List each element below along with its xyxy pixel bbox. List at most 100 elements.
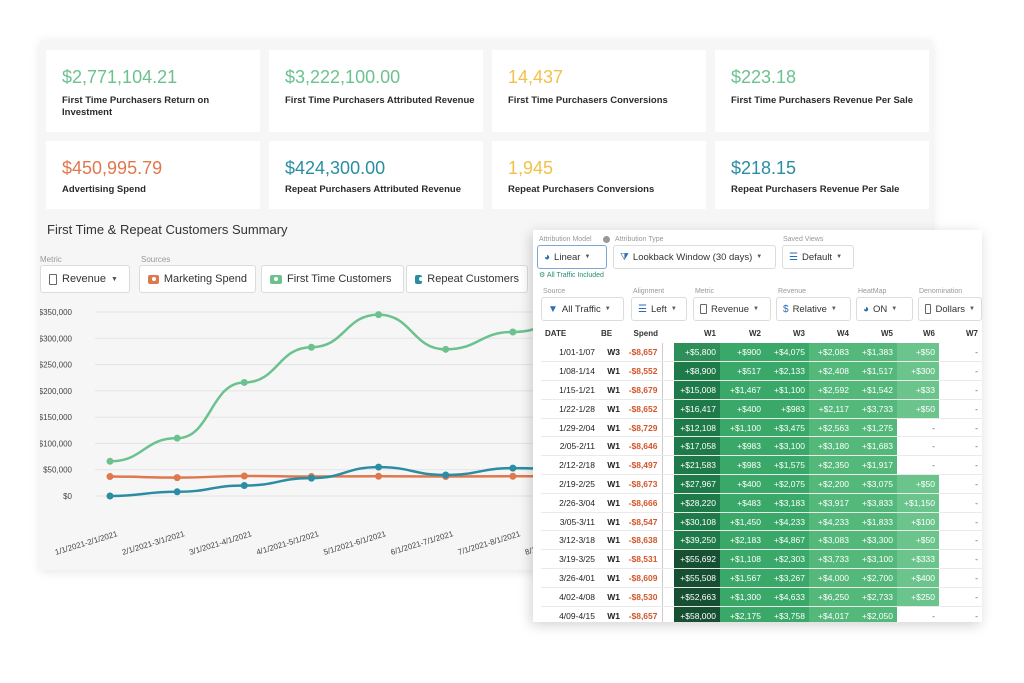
- row-spend: -$8,657: [624, 343, 663, 363]
- cohort-cell: +$300: [897, 361, 939, 382]
- kpi-card-first-time-roi: $2,771,104.21 First Time Purchasers Retu…: [46, 50, 260, 132]
- column-header[interactable]: W5: [853, 323, 897, 343]
- data-point[interactable]: [375, 463, 383, 471]
- cohort-cell: +$28,220: [674, 493, 720, 513]
- table-row: 3/12-3/18 W1 -$8,638 +$39,250 +$2,183 +$4,867…: [541, 530, 982, 551]
- data-point[interactable]: [106, 473, 114, 481]
- column-header[interactable]: W2: [720, 323, 765, 343]
- cohort-body: 1/01-1/07 W3 -$8,657 +$5,800 +$900 +$4,075 +$2…: [541, 343, 982, 622]
- column-header[interactable]: W6: [897, 323, 939, 343]
- data-point[interactable]: [375, 311, 383, 319]
- column-gap: [662, 512, 674, 532]
- cohort-cell: +$900: [720, 343, 765, 363]
- cohort-cell: +$17,058: [674, 436, 720, 457]
- kpi-card-repeat-revenue-per-sale: $218.15 Repeat Purchasers Revenue Per Sa…: [715, 141, 929, 209]
- cohort-cell: +$983: [720, 455, 765, 476]
- attribution-type-dropdown[interactable]: ⧩ Lookback Window (30 days) ▼: [613, 245, 776, 269]
- source-filter-dropdown[interactable]: ▼ All Traffic ▼: [541, 297, 624, 321]
- cohort-cell: +$2,200: [809, 474, 853, 494]
- cohort-cell: +$2,083: [809, 343, 853, 363]
- data-point[interactable]: [106, 457, 114, 465]
- column-header[interactable]: W3: [765, 323, 809, 343]
- metric-dropdown[interactable]: Revenue ▼: [40, 265, 130, 293]
- cohort-cell: +$250: [897, 587, 939, 607]
- cohort-cell: +$2,408: [809, 361, 853, 382]
- kpi-card-repeat-conversions: 1,945 Repeat Purchasers Conversions: [492, 141, 706, 209]
- column-header[interactable]: DATE: [541, 323, 599, 343]
- series-line: [109, 474, 540, 479]
- saved-views-dropdown[interactable]: ☰ Default ▼: [782, 245, 854, 269]
- heatmap-dropdown[interactable]: ◕ ON ▼: [856, 297, 913, 321]
- cohort-cell: +$1,383: [853, 343, 897, 363]
- kpi-label: Advertising Spend: [62, 184, 146, 195]
- document-icon: [700, 304, 707, 314]
- cohort-cell: -: [939, 361, 982, 382]
- column-header[interactable]: W1: [674, 323, 720, 343]
- data-point[interactable]: [442, 345, 450, 353]
- row-breakeven: W3: [599, 343, 624, 363]
- column-header[interactable]: W7: [939, 323, 982, 343]
- source-chip-marketing-spend[interactable]: Marketing Spend: [139, 265, 256, 293]
- cohort-cell: -: [939, 587, 982, 607]
- cohort-cell: +$50: [897, 399, 939, 419]
- row-date: 1/01-1/07: [541, 343, 599, 363]
- column-header[interactable]: BE: [599, 323, 624, 343]
- data-point[interactable]: [307, 343, 315, 351]
- row-spend: -$8,552: [624, 361, 663, 382]
- cohort-cell: +$2,350: [809, 455, 853, 476]
- data-point[interactable]: [240, 472, 248, 480]
- cohort-cell: +$1,275: [853, 418, 897, 438]
- filter-label-source: Source: [543, 288, 566, 295]
- cohort-cell: +$15,008: [674, 380, 720, 400]
- data-point[interactable]: [173, 474, 181, 482]
- cohort-cell: +$517: [720, 361, 765, 382]
- traffic-note-text: All Traffic Included: [546, 272, 604, 279]
- attribution-model-dropdown[interactable]: ◕ Linear ▼: [537, 245, 607, 269]
- cohort-cell: +$4,075: [765, 343, 809, 363]
- data-point[interactable]: [509, 328, 517, 336]
- cohort-cell: +$3,075: [853, 474, 897, 494]
- data-point[interactable]: [173, 434, 181, 442]
- summary-title: First Time & Repeat Customers Summary: [47, 222, 288, 237]
- data-point[interactable]: [442, 471, 450, 479]
- column-gap: [662, 323, 674, 343]
- column-gap: [662, 587, 674, 607]
- data-point[interactable]: [240, 378, 248, 386]
- caret-down-icon: ▼: [891, 306, 898, 312]
- denomination-dropdown[interactable]: Dollars ▼: [918, 297, 982, 321]
- column-gap: [662, 361, 674, 382]
- data-point[interactable]: [509, 472, 517, 480]
- source-chip-repeat-customers[interactable]: Repeat Customers: [406, 265, 528, 293]
- source-chip-first-time-customers[interactable]: First Time Customers: [261, 265, 404, 293]
- caret-down-icon: ▼: [604, 306, 611, 312]
- cohort-cell: +$4,017: [809, 606, 853, 622]
- data-point[interactable]: [240, 481, 248, 489]
- revenue-mode-dropdown[interactable]: $ Relative ▼: [776, 297, 851, 321]
- data-point[interactable]: [375, 472, 383, 480]
- cohort-cell: -: [939, 436, 982, 457]
- row-spend: -$8,646: [624, 436, 663, 457]
- y-tick-label: $300,000: [40, 334, 73, 343]
- data-point[interactable]: [173, 488, 181, 496]
- kpi-label: First Time Purchasers Return on Investme…: [62, 95, 210, 118]
- data-point[interactable]: [106, 492, 114, 500]
- data-point[interactable]: [307, 474, 315, 482]
- row-date: 1/22-1/28: [541, 399, 599, 419]
- data-point[interactable]: [509, 464, 517, 472]
- info-icon: [603, 236, 610, 243]
- row-spend: -$8,547: [624, 512, 663, 532]
- cohort-cell: +$983: [720, 436, 765, 457]
- kpi-card-advertising-spend: $450,995.79 Advertising Spend: [46, 141, 260, 209]
- column-gap: [662, 418, 674, 438]
- column-header[interactable]: Spend: [624, 323, 662, 343]
- caret-down-icon: ▼: [969, 306, 975, 312]
- metric-filter-dropdown[interactable]: Revenue ▼: [693, 297, 771, 321]
- alignment-dropdown[interactable]: ☰ Left ▼: [631, 297, 687, 321]
- cohort-cell: -: [939, 568, 982, 588]
- y-tick-label: $150,000: [40, 413, 73, 422]
- y-tick-label: $100,000: [40, 439, 73, 448]
- kpi-label: First Time Purchasers Attributed Revenue: [285, 95, 475, 106]
- attribution-model-value: Linear: [554, 251, 581, 263]
- cohort-cell: +$3,758: [765, 606, 809, 622]
- column-header[interactable]: W4: [809, 323, 853, 343]
